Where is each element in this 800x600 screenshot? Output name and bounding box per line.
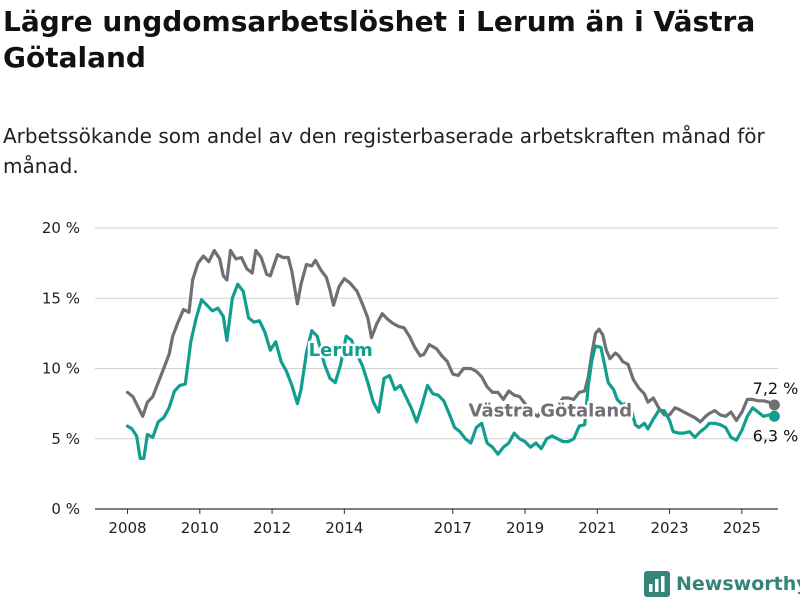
y-tick-label: 15 % [42,289,80,307]
end-value-label-lerum: 6,3 % [753,426,799,445]
series-lines [125,248,780,460]
series-label-lerum: Lerum [309,340,373,361]
y-tick-label: 0 % [51,500,80,518]
newsworthy-icon [644,571,670,597]
y-axis-ticks: 0 % 5 % 10 % 15 % 20 % [42,219,80,518]
newsworthy-logo: Newsworthy [644,568,800,600]
end-point-marker [768,410,780,422]
x-tick-label: 2025 [723,519,761,537]
x-tick-label: 2017 [434,519,472,537]
end-point-marker [768,399,780,411]
x-tick-label: 2023 [650,519,688,537]
end-value-label-vastra-gotaland: 7,2 % [753,379,799,398]
chart-subtitle: Arbetssökande som andel av den registerb… [3,124,765,178]
x-axis-ticks: 2008 2010 2012 2014 2017 2019 2021 2023 2025 [108,509,761,537]
series-line-vastra-gotaland [125,248,776,424]
x-tick-label: 2019 [506,519,544,537]
logo-text: Newsworthy [676,573,800,595]
series-line-lerum [125,282,776,460]
y-tick-label: 20 % [42,219,80,237]
x-tick-label: 2010 [181,519,219,537]
x-tick-label: 2012 [253,519,291,537]
chart-title: Lägre ungdomsarbetslöshet i Lerum än i V… [3,5,756,74]
x-tick-label: 2014 [325,519,363,537]
x-tick-label: 2021 [578,519,616,537]
series-labels: Västra Götaland Lerum 7,2 % 6,3 % [306,337,799,445]
y-tick-label: 5 % [51,430,80,448]
gridlines [95,227,778,510]
y-tick-label: 10 % [42,360,80,378]
x-tick-label: 2008 [108,519,146,537]
series-label-vastra-gotaland: Västra Götaland [469,400,633,421]
line-chart: 0 %5 %10 %15 %20 % 2008 2010 2012 2014 2017 2… [42,219,799,537]
